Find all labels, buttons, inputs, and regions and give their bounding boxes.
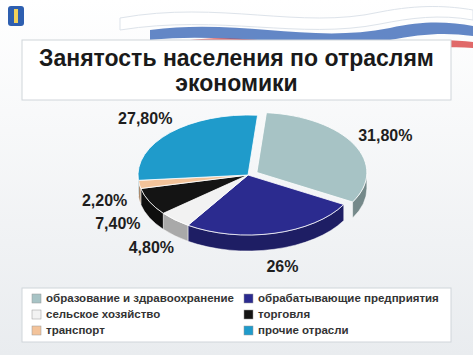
legend-label: транспорт xyxy=(46,324,105,336)
legend-label: обрабатывающие предприятия xyxy=(258,292,439,304)
legend: образование и здравоохранение обрабатываю… xyxy=(22,288,451,342)
data-label: 7,40% xyxy=(95,215,140,232)
legend-label: сельское хозяйство xyxy=(46,308,160,320)
legend-swatch xyxy=(32,326,41,335)
emblem-detail xyxy=(14,9,18,23)
legend-label: торговля xyxy=(258,308,310,320)
data-label: 2,20% xyxy=(82,192,127,209)
legend-swatch xyxy=(244,310,253,319)
title: Занятость населения по отраслям экономик… xyxy=(30,46,443,96)
legend-label: прочие отрасли xyxy=(258,324,349,336)
legend-label: образование и здравоохранение xyxy=(46,292,234,304)
legend-box xyxy=(22,288,451,342)
data-label: 4,80% xyxy=(129,239,174,256)
legend-swatch xyxy=(244,294,253,303)
legend-swatch xyxy=(32,294,41,303)
data-label: 26% xyxy=(266,258,298,275)
legend-swatch xyxy=(32,310,41,319)
data-label: 27,80% xyxy=(118,110,172,127)
slice xyxy=(138,115,258,196)
legend-swatch xyxy=(244,326,253,335)
pie xyxy=(138,113,367,251)
stage: 31,80% 26% 4,80% 7,40% 2,20% 27,80% образовани… xyxy=(0,0,473,355)
data-label: 31,80% xyxy=(358,127,412,144)
title-box xyxy=(22,40,451,100)
emblem xyxy=(8,6,24,26)
background xyxy=(0,0,473,355)
